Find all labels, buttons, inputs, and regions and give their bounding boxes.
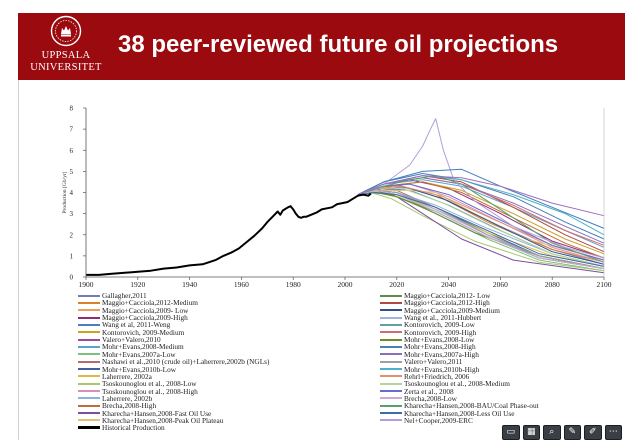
slide-title: 38 peer-reviewed future oil projections (118, 31, 559, 58)
speaker-notes-icon[interactable]: ✎ (563, 425, 581, 440)
pen-icon[interactable]: ✐ (584, 425, 602, 440)
y-tick-label: 2 (70, 231, 74, 239)
university-logo: UPPSALA UNIVERSITET (30, 15, 102, 79)
slides-icon[interactable]: ▭ (502, 425, 520, 440)
y-tick-label: 0 (70, 274, 74, 282)
uppsala-seal-icon (50, 15, 82, 47)
y-tick-label: 8 (70, 105, 74, 113)
title-banner: UPPSALA UNIVERSITET 38 peer-reviewed fut… (18, 13, 625, 80)
slide-left-rule (18, 80, 19, 440)
x-tick-label: 2100 (597, 280, 612, 289)
x-tick-label: 1980 (286, 280, 301, 289)
historical-production-line (86, 192, 372, 276)
projection-series-line (357, 175, 605, 217)
projection-series-line (357, 192, 605, 267)
x-tick-label: 1960 (234, 280, 249, 289)
x-tick-label: 1900 (79, 280, 94, 289)
projection-series-line (357, 168, 605, 229)
y-tick-label: 6 (70, 147, 74, 155)
x-tick-label: 2080 (545, 280, 560, 289)
x-tick-label: 2020 (389, 280, 404, 289)
y-tick-label: 3 (70, 210, 74, 218)
university-name-line1: UPPSALA (41, 50, 91, 61)
y-tick-label: 1 (70, 252, 74, 260)
more-icon[interactable]: ⋯ (604, 425, 622, 440)
zoom-icon[interactable]: ⌕ (543, 425, 561, 440)
y-tick-label: 4 (70, 189, 74, 197)
x-tick-label: 2040 (441, 280, 456, 289)
projection-series-line (357, 175, 605, 263)
y-tick-label: 5 (70, 168, 74, 176)
projection-series-line (357, 118, 605, 259)
x-tick-label: 2060 (493, 280, 508, 289)
x-tick-label: 1940 (182, 280, 197, 289)
projection-series-line (357, 189, 605, 270)
y-axis-label: Production [Gb/yr] (62, 171, 68, 213)
grid-icon[interactable]: ▦ (522, 425, 540, 440)
presentation-toolbar: ▭ ▦ ⌕ ✎ ✐ ⋯ (502, 425, 622, 440)
y-tick-label: 7 (70, 126, 74, 134)
x-tick-label: 1920 (130, 280, 145, 289)
university-name-line2: UNIVERSITET (30, 62, 102, 73)
x-tick-label: 2000 (338, 280, 353, 289)
